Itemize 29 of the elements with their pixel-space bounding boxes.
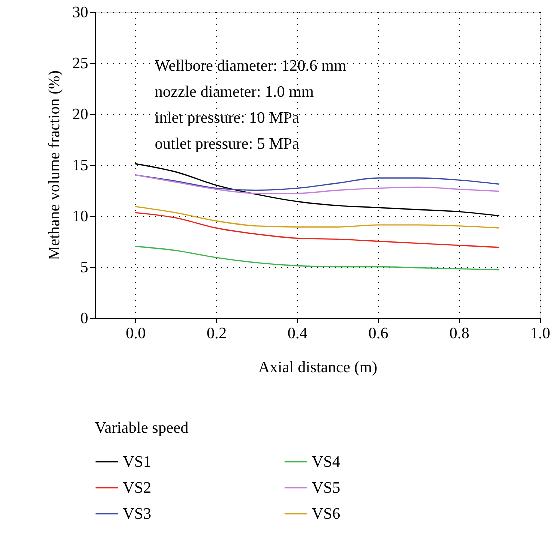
line-series — [134, 246, 500, 271]
legend-label: VS1 — [123, 454, 152, 471]
y-tick-label: 30 — [72, 4, 88, 22]
y-tick-label: 25 — [72, 56, 88, 72]
y-tick-label: 0 — [80, 310, 88, 328]
legend-title: Variable speed — [95, 420, 189, 437]
legend-label: VS4 — [312, 454, 340, 471]
legend-label: VS5 — [312, 480, 340, 497]
line-series — [134, 206, 500, 229]
legend-label: VS2 — [123, 480, 152, 497]
legend-label: VS3 — [123, 506, 152, 523]
y-axis-title: Methane volume fraction (%) — [46, 70, 64, 260]
line-series — [134, 212, 500, 248]
x-tick-label: 0.6 — [368, 326, 389, 342]
y-tick-label: 15 — [72, 158, 88, 174]
x-axis-title: Axial distance (m) — [258, 360, 378, 376]
x-tick-label: 0.2 — [206, 326, 227, 342]
x-tick-label: 0.0 — [126, 326, 146, 342]
legend-label: VS6 — [312, 506, 340, 523]
x-tick-label: 0.4 — [288, 326, 308, 342]
y-tick-label: 20 — [72, 106, 88, 124]
y-tick-label: 10 — [72, 208, 88, 226]
annotation: inlet pressure: 10 MPa — [155, 110, 300, 127]
x-tick-label: 1.0 — [530, 326, 550, 342]
annotation: nozzle diameter: 1.0 mm — [155, 84, 315, 101]
y-tick-label: 5 — [80, 260, 88, 276]
annotation: Wellbore diameter: 120.6 mm — [155, 58, 348, 75]
x-tick-label: 0.8 — [450, 326, 470, 342]
annotation: outlet pressure: 5 MPa — [155, 136, 300, 153]
